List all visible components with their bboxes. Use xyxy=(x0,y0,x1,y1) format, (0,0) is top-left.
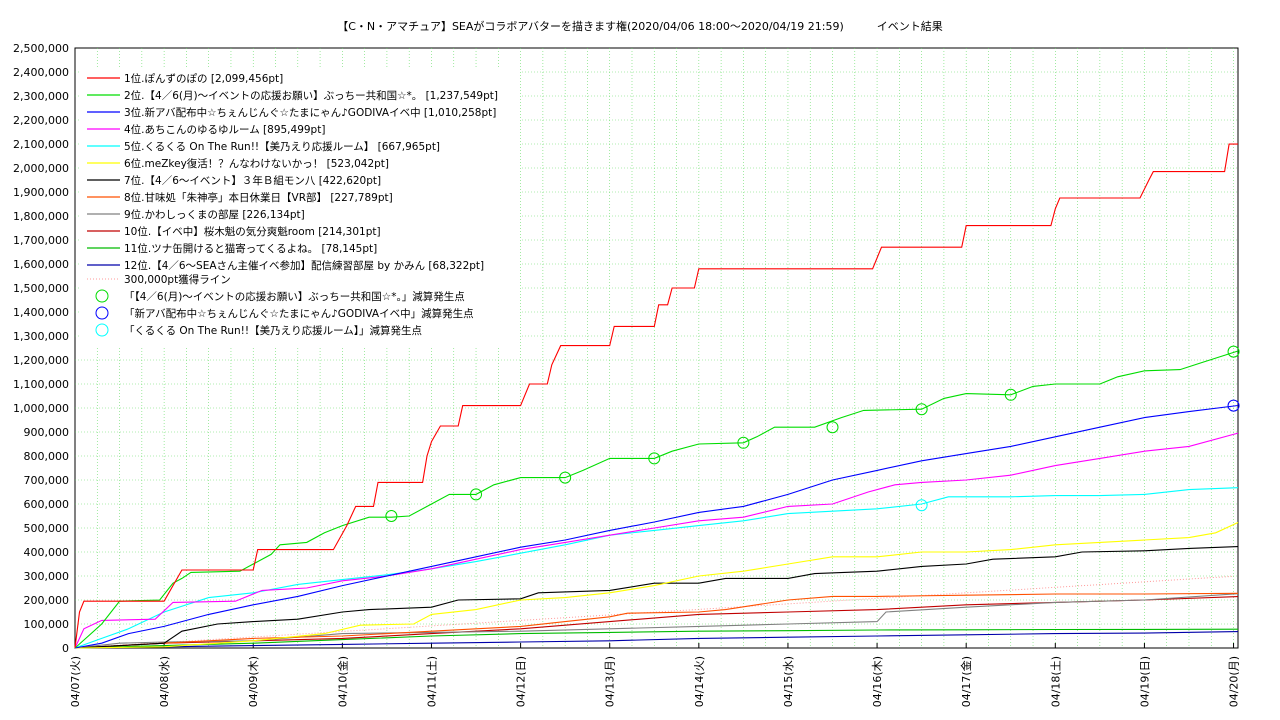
x-tick-label: 04/17(金) xyxy=(959,656,973,707)
legend-marker xyxy=(95,289,109,303)
deduction-marker xyxy=(385,510,398,522)
series-line xyxy=(74,593,1239,649)
series-line xyxy=(74,350,1239,649)
y-tick-label: 500,000 xyxy=(24,522,70,535)
x-tick-label: 04/08(水) xyxy=(158,656,171,707)
y-tick-label: 400,000 xyxy=(24,546,70,559)
series-line xyxy=(74,631,1239,649)
x-tick-label: 04/15(水) xyxy=(782,656,795,707)
y-tick-label: 1,500,000 xyxy=(13,282,69,295)
x-tick-label: 04/13(月) xyxy=(604,656,617,707)
y-tick-label: 2,200,000 xyxy=(13,114,69,127)
series-line xyxy=(74,404,1239,649)
deduction-marker xyxy=(559,471,572,484)
x-tick-label: 04/11(土) xyxy=(425,656,438,707)
legend-label: 「くるくる On The Run!!【美乃えり応援ルーム】」減算発生点 xyxy=(124,324,422,337)
y-tick-label: 1,000,000 xyxy=(13,402,69,415)
y-tick-label: 1,700,000 xyxy=(13,234,69,247)
x-tick-label: 04/10(金) xyxy=(335,656,349,707)
chart-title: 【C・N・アマチュア】SEAがコラボアバターを描きます権(2020/04/06 … xyxy=(337,20,943,33)
legend-label: 9位.かわしっくまの部屋 [226,134pt] xyxy=(124,208,305,221)
x-tick-label: 04/20(月) xyxy=(1228,656,1241,707)
legend-label: 300,000pt獲得ライン xyxy=(124,273,231,286)
legend-label: 8位.甘味処「朱神亭」本日休業日【VR部】 [227,789pt] xyxy=(124,191,393,204)
legend-label: 4位.あちこんのゆるゆルーム [895,499pt] xyxy=(124,123,325,136)
deduction-marker xyxy=(470,488,483,501)
y-tick-label: 0 xyxy=(62,642,69,655)
series-line xyxy=(74,143,1238,649)
y-tick-label: 1,600,000 xyxy=(13,258,69,271)
x-tick-label: 04/09(木) xyxy=(247,656,260,707)
y-tick-label: 1,100,000 xyxy=(13,378,69,391)
x-tick-label: 04/18(土) xyxy=(1049,656,1062,707)
series-line xyxy=(74,628,1239,649)
y-tick-label: 2,100,000 xyxy=(13,138,69,151)
x-tick-label: 04/19(日) xyxy=(1138,656,1151,707)
legend-label: 5位.くるくる On The Run!!【美乃えり応援ルーム】 [667,965… xyxy=(124,140,440,153)
y-tick-label: 800,000 xyxy=(24,450,70,463)
deduction-marker xyxy=(1227,399,1240,412)
series-line xyxy=(74,432,1239,649)
y-tick-label: 900,000 xyxy=(24,426,70,439)
legend-box xyxy=(80,68,520,346)
y-tick-label: 2,400,000 xyxy=(13,66,69,79)
legend-label: 「新アバ配布中☆ちぇんじんぐ☆たまにゃん♪GODIVAイベ中」減算発生点 xyxy=(124,307,474,320)
deduction-marker xyxy=(826,421,839,434)
y-tick-label: 2,000,000 xyxy=(13,162,69,175)
x-tick-label: 04/12(日) xyxy=(515,656,528,707)
legend-label: 11位.ツナ缶開けると猫寄ってくるよね。 [78,145pt] xyxy=(124,242,377,255)
y-tick-label: 200,000 xyxy=(24,594,70,607)
series-line xyxy=(74,487,1239,649)
series-line xyxy=(74,596,1239,649)
y-tick-label: 1,200,000 xyxy=(13,354,69,367)
series-line xyxy=(74,592,1239,649)
legend-label: 6位.meZkey復活！？んなわけないかっ！ [523,042pt] xyxy=(124,157,389,170)
y-tick-label: 2,300,000 xyxy=(13,90,69,103)
deduction-marker xyxy=(648,452,661,465)
x-tick-label: 04/16(木) xyxy=(871,656,884,707)
deduction-marker xyxy=(915,499,928,512)
legend-label: 1位.ぽんずのぽの [2,099,456pt] xyxy=(124,72,283,85)
legend-label: 2位.【4／6(月)〜イベントの応援お願い】ぶっちー共和国☆*。 [1,237,… xyxy=(124,89,498,102)
x-tick-label: 04/14(火) xyxy=(693,656,706,707)
y-tick-label: 1,300,000 xyxy=(13,330,69,343)
legend-label: 10位.【イベ中】桜木魁の気分爽魁room [214,301pt] xyxy=(124,225,381,238)
y-tick-label: 300,000 xyxy=(24,570,70,583)
legend-marker xyxy=(95,323,109,337)
y-tick-label: 1,800,000 xyxy=(13,210,69,223)
legend-label: 12位.【4／6〜SEAさん主催イベ参加】配信練習部屋 by かみん [68,3… xyxy=(124,259,484,272)
y-tick-label: 700,000 xyxy=(24,474,70,487)
series-line xyxy=(74,546,1239,649)
legend-label: 3位.新アバ配布中☆ちぇんじんぐ☆たまにゃん♪GODIVAイベ中 [1,010,… xyxy=(124,106,496,119)
y-tick-label: 1,900,000 xyxy=(13,186,69,199)
y-tick-label: 600,000 xyxy=(24,498,70,511)
deduction-marker xyxy=(737,436,750,449)
deduction-marker xyxy=(1227,345,1240,358)
deduction-marker xyxy=(915,403,928,416)
series-line xyxy=(74,522,1239,649)
y-tick-label: 1,400,000 xyxy=(13,306,69,319)
legend-marker xyxy=(95,306,109,320)
y-tick-label: 100,000 xyxy=(24,618,70,631)
legend-label: 「【4／6(月)〜イベントの応援お願い】ぶっちー共和国☆*。」減算発生点 xyxy=(124,290,465,303)
y-tick-label: 2,500,000 xyxy=(13,42,69,55)
deduction-marker xyxy=(1004,388,1017,401)
x-tick-label: 04/07(火) xyxy=(69,656,82,707)
legend-label: 7位.【4／6〜イベント】３年Ｂ組モン八 [422,620pt] xyxy=(124,174,381,187)
